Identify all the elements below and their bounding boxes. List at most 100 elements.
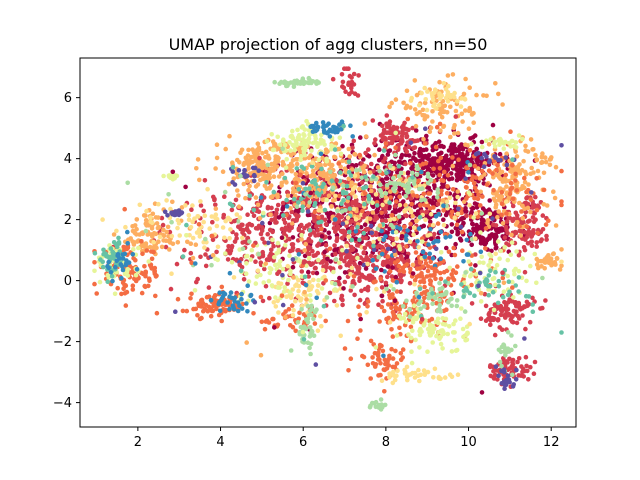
data-point (386, 148, 392, 154)
data-point (329, 162, 335, 168)
data-point (408, 160, 413, 166)
data-point (238, 268, 244, 274)
data-point (493, 364, 499, 369)
data-point (431, 375, 436, 380)
data-point (326, 129, 332, 134)
data-point (295, 320, 301, 325)
data-point (241, 181, 247, 187)
data-point (509, 333, 514, 338)
data-point (488, 322, 493, 328)
data-point (295, 127, 300, 133)
data-point (149, 220, 155, 226)
data-point (374, 203, 380, 208)
data-point (468, 231, 473, 237)
data-point (332, 147, 338, 152)
data-point (365, 299, 371, 304)
data-point (348, 219, 353, 224)
data-point (400, 128, 406, 133)
data-point (217, 308, 223, 314)
data-point (361, 185, 366, 191)
data-point (333, 229, 338, 235)
data-point (198, 303, 203, 309)
data-point (239, 291, 244, 297)
data-point (453, 114, 459, 119)
data-point (157, 234, 163, 240)
data-point (493, 246, 499, 251)
data-point (407, 280, 413, 286)
data-point (381, 353, 386, 359)
data-point (479, 211, 485, 216)
data-point (451, 321, 456, 327)
data-point (440, 160, 445, 165)
data-point (307, 228, 313, 233)
data-point (478, 230, 483, 235)
data-point (519, 209, 524, 214)
data-point (523, 171, 529, 177)
data-point (553, 164, 559, 170)
data-point (437, 111, 443, 116)
data-point (500, 221, 506, 226)
scatter-points (92, 66, 564, 412)
data-point (417, 345, 422, 350)
data-point (382, 209, 388, 215)
data-point (383, 361, 388, 367)
data-point (426, 242, 431, 247)
data-point (136, 245, 141, 251)
data-point (373, 254, 378, 260)
data-point (438, 341, 444, 347)
data-point (316, 283, 321, 288)
data-point (529, 243, 535, 249)
data-point (379, 343, 384, 349)
data-point (425, 180, 431, 186)
data-point (134, 232, 139, 237)
data-point (449, 303, 455, 309)
data-point (427, 219, 433, 224)
data-point (290, 245, 296, 251)
data-point (324, 156, 329, 161)
data-point (197, 177, 202, 183)
data-point (142, 264, 147, 269)
data-point (483, 246, 488, 251)
data-point (227, 306, 232, 312)
data-point (251, 178, 257, 184)
data-point (140, 251, 145, 257)
data-point (271, 243, 276, 249)
data-point (375, 209, 380, 214)
data-point (462, 155, 468, 160)
data-point (342, 258, 347, 264)
data-point (377, 147, 382, 152)
data-point (318, 238, 324, 243)
data-point (540, 275, 545, 281)
data-point (358, 316, 364, 322)
data-point (452, 215, 458, 221)
data-point (251, 207, 257, 213)
data-point (428, 226, 433, 232)
data-point (323, 147, 329, 152)
data-point (433, 144, 439, 150)
data-point (203, 236, 208, 242)
data-point (531, 219, 537, 224)
data-point (240, 235, 245, 241)
data-point (385, 264, 391, 269)
data-point (373, 214, 379, 219)
data-point (279, 293, 285, 299)
data-point (368, 338, 374, 344)
data-point (493, 368, 499, 373)
data-point (419, 273, 425, 279)
data-point (410, 262, 416, 268)
data-point (383, 234, 388, 239)
data-point (369, 161, 374, 167)
data-point (151, 239, 156, 245)
data-point (534, 244, 539, 249)
data-point (477, 260, 482, 265)
data-point (524, 189, 529, 195)
data-point (234, 212, 240, 217)
data-point (486, 312, 492, 317)
data-point (193, 242, 199, 247)
data-point (450, 155, 455, 160)
data-point (480, 223, 486, 228)
data-point (156, 224, 162, 230)
data-point (452, 252, 458, 258)
data-point (195, 276, 200, 282)
data-point (363, 150, 368, 156)
